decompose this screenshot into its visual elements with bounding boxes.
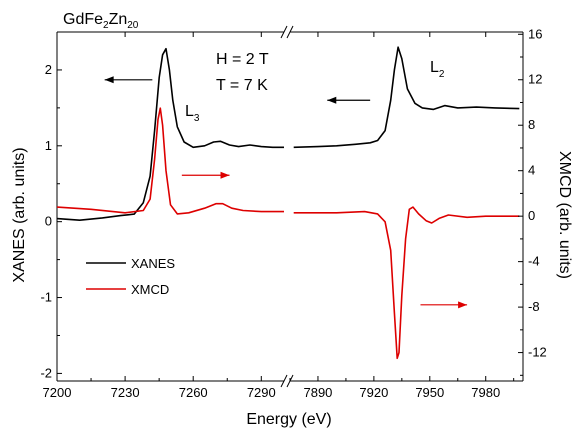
y-right-tick-label: 12 <box>528 72 542 87</box>
series-layer <box>56 46 520 360</box>
series-line-xmcd <box>56 107 284 215</box>
arrow-head <box>458 301 468 309</box>
y-right-tick-label: -4 <box>528 254 540 269</box>
condition-temperature: T = 7 K <box>216 77 268 94</box>
series-line-xmcd <box>293 206 520 360</box>
y-right-tick-label: -8 <box>528 299 540 314</box>
x-tick-label: 7980 <box>471 385 500 400</box>
x-tick-label: 7890 <box>303 385 332 400</box>
axis-break-mark <box>286 25 294 39</box>
direction-arrow <box>327 96 371 104</box>
edge-label-l2: L2 <box>430 59 445 80</box>
axis-break-mark <box>280 25 288 39</box>
x-tick-label: 7950 <box>415 385 444 400</box>
axis-break-mark <box>280 374 288 388</box>
x-tick-label: 7290 <box>247 385 276 400</box>
y-right-tick-label: -12 <box>528 345 547 360</box>
y-right-tick-label: 4 <box>528 163 535 178</box>
series-line-xanes <box>56 47 284 221</box>
arrow-head <box>104 76 114 84</box>
y-axis-title-left: XANES (arb. units) <box>11 147 28 282</box>
edge-label-l3: L3 <box>185 103 200 124</box>
x-tick-label: 7200 <box>43 385 72 400</box>
y-left-tick-label: -1 <box>40 290 52 305</box>
condition-field: H = 2 T <box>216 51 269 68</box>
y-left-tick-label: 0 <box>45 214 52 229</box>
y-axis-title-right: XMCD (arb. units) <box>556 151 573 279</box>
x-axis-title: Energy (eV) <box>246 411 331 428</box>
y-right-tick-label: 16 <box>528 26 542 41</box>
x-tick-label: 7260 <box>179 385 208 400</box>
arrow-head <box>220 171 230 179</box>
legend: XANES XMCD <box>86 256 175 297</box>
x-tick-label: 7230 <box>111 385 140 400</box>
chart-title: GdFe2Zn20 <box>63 11 139 31</box>
arrow-head <box>327 96 337 104</box>
direction-arrow <box>104 76 153 84</box>
ticks-layer: 7200 7230 7260 7290 7890 7920 7950 7980-2-1012-… <box>40 26 546 400</box>
y-left-tick-label: 1 <box>45 138 52 153</box>
legend-label-xanes: XANES <box>131 256 175 271</box>
direction-arrow <box>420 301 468 309</box>
x-tick-label: 7920 <box>359 385 388 400</box>
y-right-tick-label: 8 <box>528 117 535 132</box>
y-right-tick-label: 0 <box>528 208 535 223</box>
y-left-tick-label: -2 <box>40 365 52 380</box>
y-left-tick-label: 2 <box>45 62 52 77</box>
series-line-xanes <box>293 46 520 149</box>
direction-arrow <box>181 171 230 179</box>
plot-frame <box>56 25 524 388</box>
legend-label-xmcd: XMCD <box>131 282 169 297</box>
annotation-layer <box>104 76 468 309</box>
